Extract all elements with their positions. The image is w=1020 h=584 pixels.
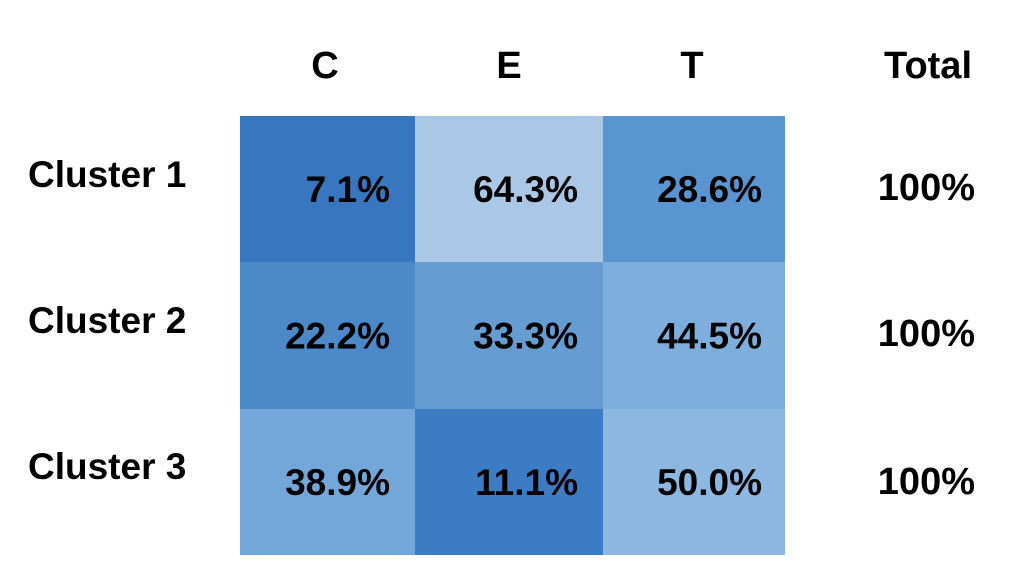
total-header: Total <box>884 45 972 87</box>
heatmap-cell <box>415 409 603 555</box>
cell-value-label: 50.0% <box>657 462 762 503</box>
column-header: C <box>311 45 338 87</box>
row-label: Cluster 2 <box>28 300 186 341</box>
heatmap-cell <box>240 409 415 555</box>
heatmap-cell <box>603 116 785 262</box>
heatmap-cell <box>603 262 785 409</box>
total-value: 100% <box>878 313 975 355</box>
total-value: 100% <box>878 167 975 209</box>
heatmap-cell <box>415 262 603 409</box>
cell-value-label: 28.6% <box>657 169 762 210</box>
cell-value-label: 38.9% <box>285 462 390 503</box>
cell-value-label: 11.1% <box>475 462 578 503</box>
heatmap-cells <box>240 116 785 555</box>
total-value: 100% <box>878 461 975 503</box>
heatmap-cell <box>240 262 415 409</box>
cell-value-label: 64.3% <box>473 169 578 210</box>
row-label: Cluster 1 <box>28 154 186 195</box>
heatmap-cell <box>415 116 603 262</box>
heatmap-cell <box>603 409 785 555</box>
cell-value-label: 7.1% <box>306 169 390 210</box>
column-header: E <box>496 45 521 87</box>
cell-value-label: 22.2% <box>285 316 390 357</box>
cell-value-label: 44.5% <box>657 316 762 357</box>
row-label: Cluster 3 <box>28 446 186 487</box>
cell-value-label: 33.3% <box>473 316 578 357</box>
heatmap-cell <box>240 116 415 262</box>
column-header: T <box>680 45 703 87</box>
heatmap-labels: 7.1% 64.3% 28.6% 22.2% 33.3% 44.5% 38.9% 11.1% 5… <box>28 45 975 503</box>
